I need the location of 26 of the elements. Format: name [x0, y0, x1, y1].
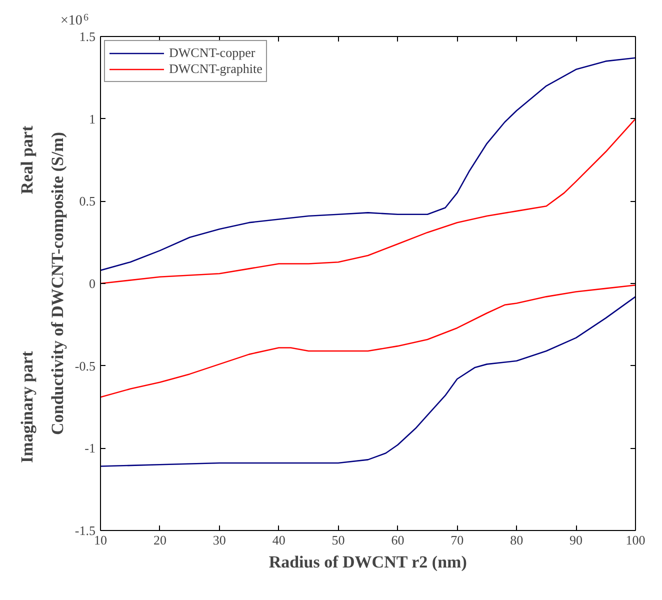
line-series [100, 296, 636, 467]
y-tick-label: 1.5 [79, 29, 96, 44]
x-tick-label: 100 [626, 532, 646, 548]
text: Real part [18, 125, 36, 194]
y-tick-label: -1.5 [74, 523, 96, 538]
y-tick-label: 0 [89, 276, 96, 291]
legend-label: DWCNT-graphite [169, 61, 262, 77]
x-tick-label: 30 [212, 532, 226, 548]
x-tick-label: 20 [153, 532, 166, 548]
y-tick-label: 0.5 [79, 194, 96, 209]
x-tick-label: 70 [450, 532, 464, 548]
x-tick-label: 80 [510, 532, 524, 548]
y-tick-label: -1 [84, 440, 96, 456]
x-axis-title: Radius of DWCNT r2 (nm) [268, 552, 467, 572]
x-tick-label: 90 [570, 532, 583, 548]
text: Imaginary part [18, 350, 36, 463]
x-tick-label: 60 [391, 532, 404, 548]
line-series [100, 284, 636, 398]
legend-label: DWCNT-copper [169, 45, 256, 61]
x-tick-label: 10 [94, 532, 107, 548]
y-tick-label: -0.5 [74, 358, 96, 374]
x-tick-label: 40 [272, 532, 286, 548]
y-tick-label: 1 [89, 111, 96, 126]
line-series [100, 118, 636, 284]
y-axis-title: Conductivity of DWCNT-composite (S/m) [48, 132, 67, 435]
x-tick-label: 50 [332, 532, 345, 548]
